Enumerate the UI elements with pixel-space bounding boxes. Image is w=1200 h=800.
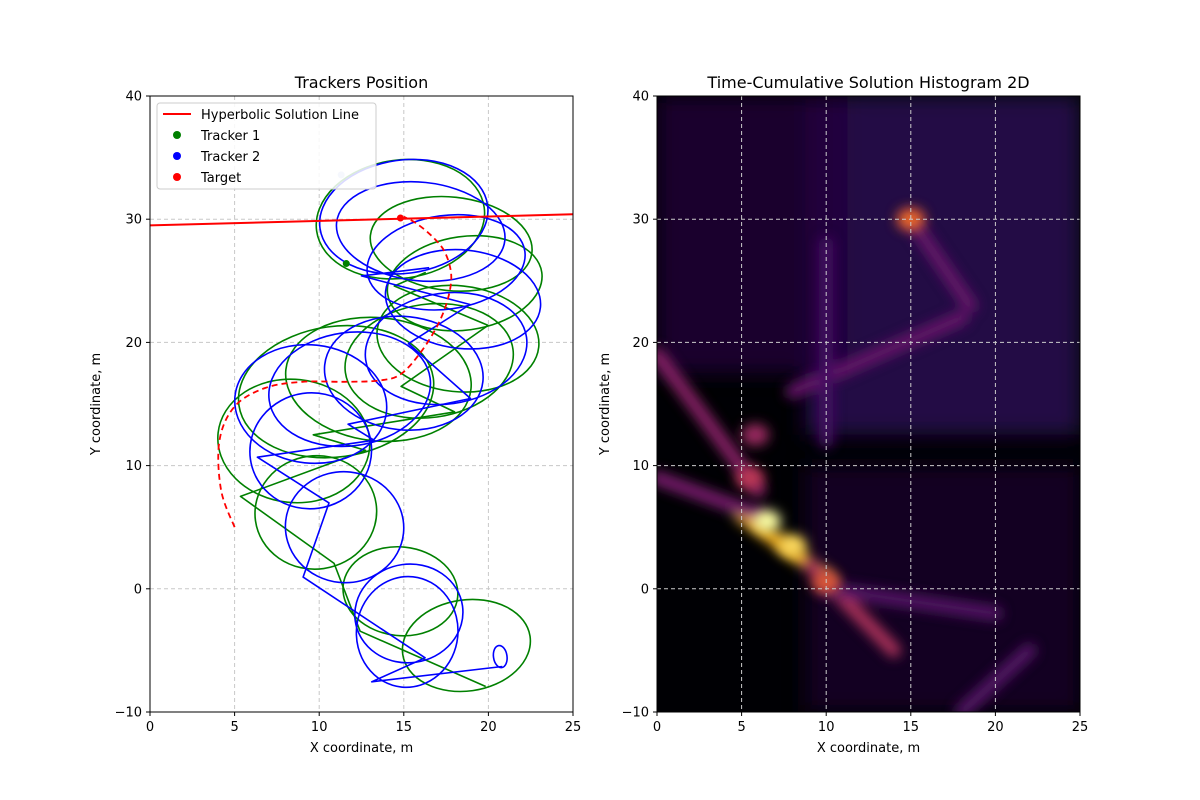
heatmap-ridge [903,212,978,313]
right-grid [657,96,1080,712]
trackers-position-axes: 0 5 10 15 20 25 −10 0 10 20 30 40 Trackers Position… [89,73,581,756]
tracker2-path-loop [284,470,405,584]
heatmap-hotspot [741,423,770,446]
left-x-tick-label: 20 [480,720,497,735]
tracker1-path-loop [401,598,532,693]
legend-solution-label: Hyperbolic Solution Line [201,108,359,123]
tracker1-path-loop [344,302,515,420]
tracker2-path-loop [366,213,526,311]
legend-target-label: Target [200,171,241,186]
left-ticks: 0 5 10 15 20 25 −10 0 10 20 30 40 [115,90,582,736]
heatmap-hotspot [752,510,781,533]
tracker2-path-loop [335,180,506,283]
right-x-tick-label: 25 [1072,720,1089,735]
left-y-axis-label: Y coordinate, m [89,353,104,456]
left-y-tick-label: 40 [125,90,142,105]
left-y-tick-label: 0 [134,582,142,597]
right-y-tick-label: 20 [632,336,649,351]
tracker2-path-trajectory [256,266,503,683]
legend-target-swatch [173,173,181,181]
left-y-tick-label: 10 [125,459,142,474]
left-x-tick-label: 5 [230,720,238,735]
right-y-tick-label: 0 [641,582,649,597]
legend-tracker2-label: Tracker 2 [200,150,260,165]
legend: Hyperbolic Solution Line Tracker 1 Track… [156,102,377,190]
tracker2-path-loop [318,158,489,275]
tracker1-path-loop [386,234,543,332]
heatmap-hotspot [736,466,765,489]
left-x-tick-label: 0 [146,720,154,735]
left-x-tick-label: 25 [565,720,582,735]
left-x-tick-label: 15 [396,720,413,735]
right-x-tick-label: 20 [987,720,1004,735]
hyperbolic-solution-line [150,213,573,227]
tracker-1-marker [342,260,350,268]
right-y-tick-label: 30 [632,213,649,228]
right-y-axis-label: Y coordinate, m [598,353,613,456]
left-plot-area [150,158,573,693]
tracker2-path-loop [492,644,508,669]
tracker1-path-loop [217,378,371,504]
tracker2-path-loop [323,315,484,431]
left-y-tick-label: 20 [125,336,142,351]
tracker1-path-loop [369,195,533,292]
heatmap-ridge [657,470,766,522]
tracker2-path [233,158,542,689]
tracker2-path-loop [268,331,432,448]
tracker2-path-loop [233,343,388,465]
right-x-tick-label: 5 [737,720,745,735]
legend-tracker2-swatch [173,152,181,160]
legend-tracker1-label: Tracker 1 [200,129,260,144]
right-chart-title: Time-Cumulative Solution Histogram 2D [706,73,1029,92]
heatmap-hotspot [778,534,807,557]
left-chart-title: Trackers Position [294,73,428,92]
target-marker [396,214,404,222]
right-y-tick-label: 10 [632,459,649,474]
left-y-tick-label: 30 [125,213,142,228]
right-x-tick-label: 15 [903,720,920,735]
right-x-axis-label: X coordinate, m [817,741,920,756]
target-path [217,215,453,528]
legend-tracker1-swatch [173,131,181,139]
right-x-tick-label: 0 [653,720,661,735]
left-x-axis-label: X coordinate, m [310,741,413,756]
tracker2-path-loop [384,248,542,350]
right-y-tick-label: −10 [622,706,649,721]
right-y-tick-label: 40 [632,90,649,105]
heatmap-ridge [954,643,1037,712]
tracker2-path-loop [364,291,528,406]
right-x-tick-label: 10 [818,720,835,735]
tracker1-path-loop [237,324,435,459]
histogram-axes: 0 5 10 15 20 25 −10 0 10 20 30 40 Time-Cumulative S… [598,73,1088,756]
left-x-tick-label: 10 [311,720,328,735]
right-ticks: 0 5 10 15 20 25 −10 0 10 20 30 40 [622,90,1089,736]
left-y-tick-label: −10 [115,706,142,721]
tracker1-path-loop [376,284,540,393]
